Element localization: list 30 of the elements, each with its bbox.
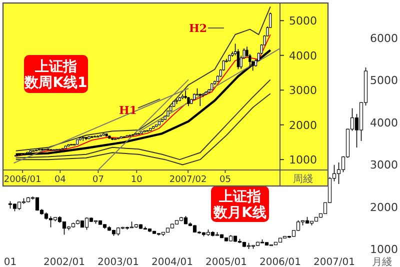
y-tick-label: 3000: [289, 84, 317, 98]
annotation: 上证指数月K线: [212, 189, 266, 221]
x-tick-label: 2002/01: [43, 257, 86, 267]
y-tick-label: 4000: [289, 49, 317, 62]
y-tick-label: 5000: [289, 14, 317, 28]
y-tick-label: 3000: [370, 158, 398, 172]
x-tick-label: 04: [54, 175, 66, 185]
annotation: H1: [118, 104, 138, 117]
x-tick-label: 01: [4, 257, 17, 267]
annotation: H2: [188, 22, 208, 35]
x-tick-label: 2007/01: [313, 257, 356, 267]
text: 月綫: [372, 256, 392, 267]
y-tick-label: 5000: [370, 74, 398, 88]
x-tick-label: 2004/01: [151, 257, 194, 267]
x-tick-label: 05: [220, 175, 231, 185]
x-tick-label: 2005/01: [205, 257, 248, 267]
annotation: 上证指数周K线1: [24, 59, 88, 91]
x-tick-label: 10: [130, 175, 143, 185]
y-tick-label: 2000: [289, 118, 317, 132]
x-tick-label: 2007/02: [169, 175, 207, 185]
y-tick-label: 1000: [370, 243, 398, 256]
x-tick-label: 2003/01: [97, 257, 140, 267]
annotation: 周綫: [293, 173, 313, 185]
y-tick-label: 6000: [370, 32, 398, 45]
x-tick-label: 07: [92, 175, 104, 185]
y-tick-label: 2000: [370, 200, 398, 214]
y-tick-label: 1000: [289, 154, 317, 167]
y-tick-label: 4000: [370, 116, 398, 130]
x-tick-label: 2006/01: [4, 175, 42, 185]
x-tick-label: 2006/01: [259, 257, 302, 267]
